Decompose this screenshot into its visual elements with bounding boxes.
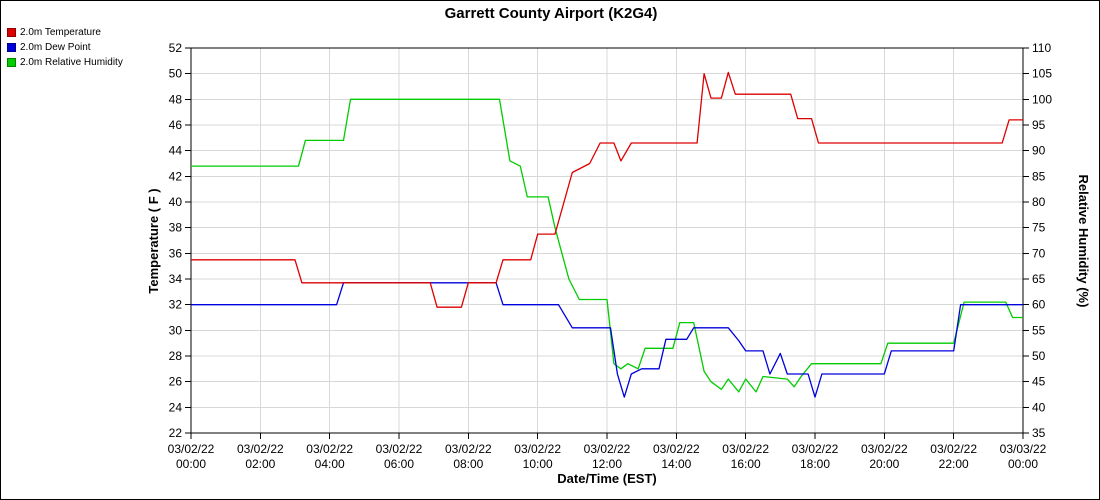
- svg-text:03/02/22: 03/02/22: [653, 442, 700, 456]
- svg-text:03/02/22: 03/02/22: [584, 442, 631, 456]
- svg-text:85: 85: [1032, 169, 1046, 183]
- svg-text:03/02/22: 03/02/22: [237, 442, 284, 456]
- svg-text:36: 36: [169, 246, 183, 260]
- svg-text:35: 35: [1032, 426, 1046, 440]
- svg-text:14:00: 14:00: [661, 457, 691, 471]
- svg-text:48: 48: [169, 92, 183, 106]
- svg-text:95: 95: [1032, 118, 1046, 132]
- svg-text:06:00: 06:00: [384, 457, 414, 471]
- temperature-swatch-icon: [7, 28, 16, 37]
- legend-item-temperature: 2.0m Temperature: [7, 27, 123, 38]
- svg-text:03/02/22: 03/02/22: [306, 442, 353, 456]
- svg-text:60: 60: [1032, 298, 1046, 312]
- svg-text:03/02/22: 03/02/22: [445, 442, 492, 456]
- svg-text:105: 105: [1032, 67, 1052, 81]
- legend-item-relative-humidity: 2.0m Relative Humidity: [7, 57, 123, 68]
- svg-text:03/02/22: 03/02/22: [376, 442, 423, 456]
- svg-text:22:00: 22:00: [939, 457, 969, 471]
- relative-humidity-swatch-icon: [7, 58, 16, 67]
- svg-text:03/02/22: 03/02/22: [930, 442, 977, 456]
- svg-text:26: 26: [169, 375, 183, 389]
- svg-text:44: 44: [169, 144, 183, 158]
- dew-point-swatch-icon: [7, 43, 16, 52]
- legend-item-dew-point: 2.0m Dew Point: [7, 42, 123, 53]
- svg-text:30: 30: [169, 323, 183, 337]
- svg-text:50: 50: [1032, 349, 1046, 363]
- svg-text:08:00: 08:00: [453, 457, 483, 471]
- svg-text:80: 80: [1032, 195, 1046, 209]
- svg-text:38: 38: [169, 221, 183, 235]
- svg-text:20:00: 20:00: [869, 457, 899, 471]
- svg-text:42: 42: [169, 169, 183, 183]
- svg-text:16:00: 16:00: [731, 457, 761, 471]
- svg-text:45: 45: [1032, 375, 1046, 389]
- svg-text:32: 32: [169, 298, 183, 312]
- svg-text:65: 65: [1032, 272, 1046, 286]
- svg-text:75: 75: [1032, 221, 1046, 235]
- svg-text:40: 40: [169, 195, 183, 209]
- x-axis-title: Date/Time (EST): [557, 471, 656, 486]
- svg-text:03/03/22: 03/03/22: [1000, 442, 1047, 456]
- svg-text:110: 110: [1032, 41, 1051, 55]
- svg-text:90: 90: [1032, 144, 1046, 158]
- svg-text:50: 50: [169, 67, 183, 81]
- svg-text:46: 46: [169, 118, 183, 132]
- svg-text:10:00: 10:00: [523, 457, 553, 471]
- svg-text:100: 100: [1032, 92, 1052, 106]
- legend: 2.0m Temperature 2.0m Dew Point 2.0m Rel…: [7, 27, 123, 68]
- svg-text:28: 28: [169, 349, 183, 363]
- svg-text:24: 24: [169, 400, 183, 414]
- svg-text:40: 40: [1032, 400, 1046, 414]
- legend-label-temperature: 2.0m Temperature: [20, 27, 101, 38]
- svg-text:34: 34: [169, 272, 183, 286]
- svg-text:03/02/22: 03/02/22: [514, 442, 561, 456]
- svg-text:52: 52: [169, 41, 183, 55]
- svg-text:12:00: 12:00: [592, 457, 622, 471]
- svg-text:18:00: 18:00: [800, 457, 830, 471]
- svg-text:00:00: 00:00: [176, 457, 206, 471]
- svg-text:03/02/22: 03/02/22: [861, 442, 908, 456]
- svg-text:03/02/22: 03/02/22: [792, 442, 839, 456]
- svg-text:03/02/22: 03/02/22: [168, 442, 215, 456]
- svg-text:70: 70: [1032, 246, 1046, 260]
- svg-text:03/02/22: 03/02/22: [722, 442, 769, 456]
- svg-text:22: 22: [169, 426, 183, 440]
- svg-text:02:00: 02:00: [245, 457, 275, 471]
- left-axis-title: Temperature ( F ): [146, 188, 161, 293]
- svg-text:55: 55: [1032, 323, 1046, 337]
- legend-label-dew-point: 2.0m Dew Point: [20, 42, 91, 53]
- legend-label-relative-humidity: 2.0m Relative Humidity: [20, 57, 123, 68]
- svg-text:00:00: 00:00: [1008, 457, 1038, 471]
- chart-title: Garrett County Airport (K2G4): [445, 5, 658, 22]
- right-axis-title: Relative Humidity (%): [1076, 175, 1091, 308]
- svg-text:04:00: 04:00: [315, 457, 345, 471]
